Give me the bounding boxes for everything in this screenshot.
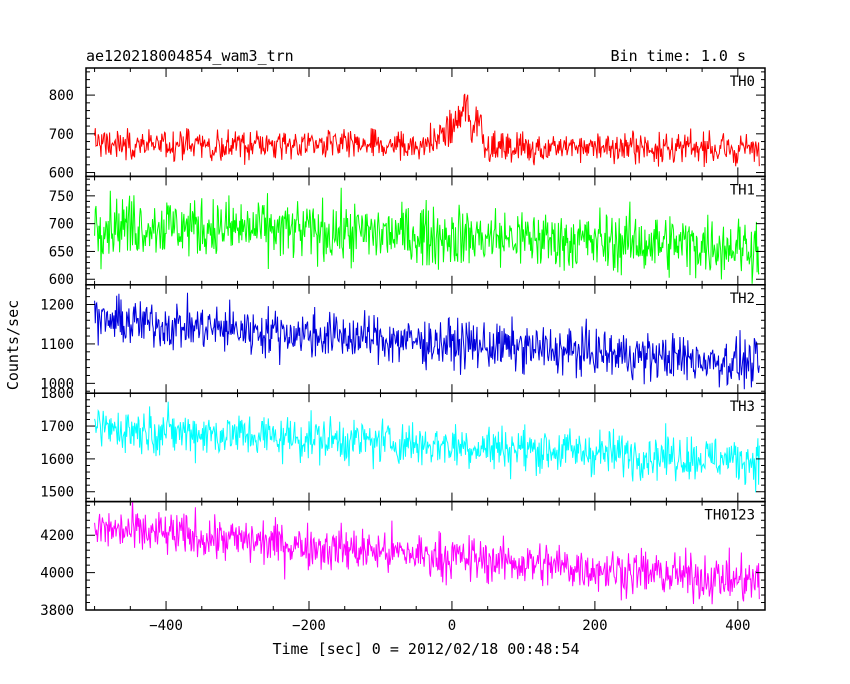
panel-label-th3: TH3 xyxy=(730,399,755,415)
y-tick-label: 1100 xyxy=(40,337,74,353)
y-tick-label: 3800 xyxy=(40,603,74,619)
y-tick-label: 1600 xyxy=(40,452,74,468)
x-axis-label: Time [sec] 0 = 2012/02/18 00:48:54 xyxy=(272,640,579,658)
panel-label-th1: TH1 xyxy=(730,182,755,198)
series-th3 xyxy=(94,401,760,493)
panel-label-th0123: TH0123 xyxy=(704,508,755,524)
panel-frame-th0123 xyxy=(85,500,766,611)
y-tick-label: 1800 xyxy=(40,386,74,402)
y-tick-label: 800 xyxy=(49,88,74,104)
y-tick-label: 700 xyxy=(49,217,74,233)
x-tick-label: −400 xyxy=(149,618,183,634)
y-tick-label: 4000 xyxy=(40,566,74,582)
y-tick-label: 1700 xyxy=(40,419,74,435)
panel-frame-th0 xyxy=(85,67,766,178)
y-axis-label: Counts/sec xyxy=(4,300,22,390)
x-tick-label: 400 xyxy=(725,618,750,634)
y-tick-label: 600 xyxy=(49,166,74,182)
y-tick-label: 600 xyxy=(49,272,74,288)
panel-frame-th3 xyxy=(85,392,766,503)
y-tick-label: 650 xyxy=(49,244,74,260)
series-th1 xyxy=(94,187,760,284)
panel-label-th2: TH2 xyxy=(730,291,755,307)
y-tick-label: 1200 xyxy=(40,298,74,314)
y-tick-label: 700 xyxy=(49,127,74,143)
y-tick-label: 1500 xyxy=(40,485,74,501)
y-tick-label: 750 xyxy=(49,189,74,205)
series-th0 xyxy=(94,93,760,168)
bin-time-label: Bin time: 1.0 s xyxy=(611,47,746,65)
series-th2 xyxy=(94,292,760,390)
x-tick-label: 0 xyxy=(448,618,456,634)
panels-group: TH0 600 700 800 TH1 600 650 700 750 TH2 1000 1100 12… xyxy=(40,67,766,634)
y-tick-label: 1000 xyxy=(40,376,74,392)
panel-label-th0: TH0 xyxy=(730,74,755,90)
x-tick-label: −200 xyxy=(292,618,326,634)
series-th0123 xyxy=(94,501,760,605)
chart-title: ae120218004854_wam3_trn xyxy=(86,47,294,65)
x-tick-label: 200 xyxy=(582,618,607,634)
y-tick-label: 4200 xyxy=(40,528,74,544)
